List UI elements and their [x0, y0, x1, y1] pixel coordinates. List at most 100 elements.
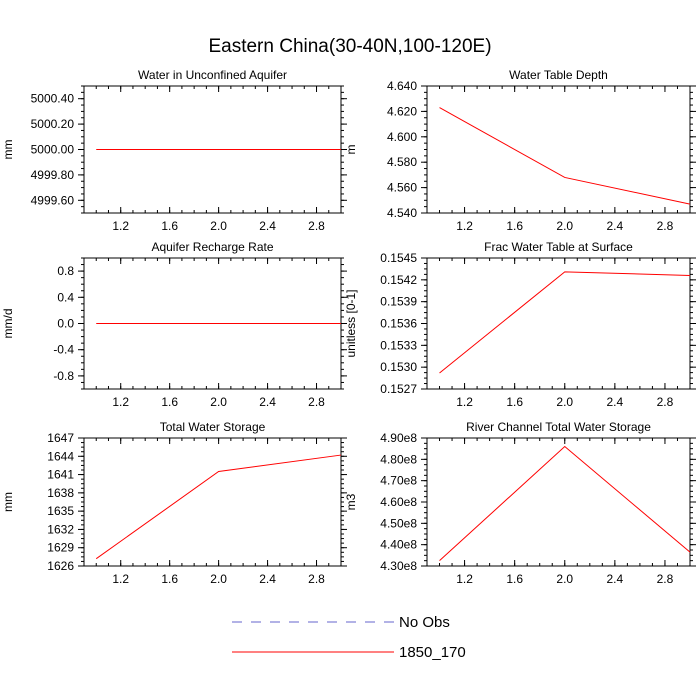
y-axis-label: m3: [344, 493, 358, 510]
panel-aquifer-recharge-rate: Aquifer Recharge Rate mm/d 1.2 1.6 2.0 2.4 2.8…: [1, 240, 347, 409]
y-tick-label: 1629: [47, 541, 74, 555]
x-tick-label: 1.6: [506, 572, 523, 586]
y-tick-label: 0.8: [57, 264, 74, 278]
series-line-1850-170: [95, 454, 342, 560]
x-tick-label: 2.0: [210, 572, 227, 586]
x-tick-label: 2.8: [308, 572, 325, 586]
y-tick-label: 4.620: [387, 104, 417, 118]
x-tick-label: 2.0: [556, 395, 573, 409]
x-tick-label: 2.8: [308, 395, 325, 409]
series-line-1850-170: [439, 271, 691, 374]
y-tick-label: 4.580: [387, 155, 417, 169]
x-tick-label: 2.4: [259, 572, 276, 586]
y-tick-label: 4.80e8: [380, 452, 417, 466]
y-tick-label: 4.560: [387, 181, 417, 195]
y-tick-label: 0.1527: [380, 382, 417, 396]
panels: Water in Unconfined Aquifer mm 1.2 1.6 2.0 2.…: [1, 68, 696, 586]
x-tick-label: 1.6: [161, 395, 178, 409]
x-tick-label: 2.0: [556, 219, 573, 233]
plot-frame: [426, 85, 691, 214]
y-axis-label: unitless [0-1]: [344, 289, 358, 357]
y-tick-label: 1626: [47, 559, 74, 573]
series-line-1850-170: [439, 107, 691, 205]
panel-title: Aquifer Recharge Rate: [151, 240, 273, 254]
y-tick-label: -0.4: [53, 343, 74, 357]
x-tick-label: 1.6: [161, 572, 178, 586]
y-tick-label: 4999.60: [31, 193, 75, 207]
x-tick-label: 1.2: [456, 219, 473, 233]
x-tick-label: 2.8: [657, 219, 674, 233]
panel-title: River Channel Total Water Storage: [466, 420, 651, 434]
x-tick-label: 1.2: [112, 395, 129, 409]
plot-frame: [426, 437, 691, 567]
x-tick-label: 1.2: [456, 395, 473, 409]
y-tick-label: 5000.20: [31, 117, 75, 131]
y-tick-label: 4999.80: [31, 168, 75, 182]
plot-frame: [83, 437, 342, 567]
y-tick-label: 0.4: [57, 290, 74, 304]
x-tick-label: 2.8: [657, 572, 674, 586]
y-axis-label: mm: [1, 492, 15, 512]
x-tick-label: 2.8: [308, 219, 325, 233]
y-tick-label: 4.540: [387, 206, 417, 220]
y-tick-label: 1638: [47, 486, 74, 500]
y-tick-label: 0.1530: [380, 360, 417, 374]
x-tick-label: 1.2: [456, 572, 473, 586]
y-tick-label: 4.40e8: [380, 538, 417, 552]
panel-frac-water-table-at-surface: Frac Water Table at Surface unitless [0-1…: [344, 240, 696, 409]
y-tick-label: -0.8: [53, 369, 74, 383]
y-tick-label: 0.1539: [380, 295, 417, 309]
panel-water-table-depth: Water Table Depth m 1.2 1.6 2.0 2.4 2.8 4.540 4.…: [344, 68, 696, 233]
x-tick-label: 2.4: [259, 219, 276, 233]
y-tick-label: 1641: [47, 468, 74, 482]
y-tick-label: 4.30e8: [380, 559, 417, 573]
y-tick-label: 1635: [47, 504, 74, 518]
legend: No Obs 1850_170: [232, 614, 466, 661]
x-tick-label: 1.6: [161, 219, 178, 233]
x-tick-label: 2.8: [657, 395, 674, 409]
panel-water-in-unconfined-aquifer: Water in Unconfined Aquifer mm 1.2 1.6 2.0 2.…: [1, 68, 347, 233]
y-tick-label: 4.70e8: [380, 474, 417, 488]
y-tick-label: 4.50e8: [380, 516, 417, 530]
series-line-1850-170: [439, 445, 691, 562]
y-tick-label: 0.1542: [380, 273, 417, 287]
y-tick-label: 4.60e8: [380, 495, 417, 509]
legend-label-no-obs: No Obs: [399, 614, 450, 631]
panel-title: Water Table Depth: [509, 68, 608, 82]
panel-total-water-storage: Total Water Storage mm 1.2 1.6 2.0 2.4 2.8 1626…: [1, 420, 347, 586]
panel-title: Total Water Storage: [160, 420, 266, 434]
x-tick-label: 2.4: [607, 219, 624, 233]
legend-label-1850-170: 1850_170: [399, 644, 466, 661]
panel-title: Frac Water Table at Surface: [484, 240, 633, 254]
x-tick-label: 2.4: [607, 572, 624, 586]
y-tick-label: 0.1533: [380, 338, 417, 352]
x-tick-label: 2.4: [607, 395, 624, 409]
y-tick-label: 1647: [47, 431, 74, 445]
y-tick-label: 5000.40: [31, 92, 75, 106]
y-tick-label: 0.1545: [380, 251, 417, 265]
x-tick-label: 1.2: [112, 572, 129, 586]
panel-title: Water in Unconfined Aquifer: [138, 68, 287, 82]
y-tick-label: 1644: [47, 449, 74, 463]
x-tick-label: 1.6: [506, 219, 523, 233]
x-tick-label: 2.0: [210, 219, 227, 233]
y-tick-label: 1632: [47, 522, 74, 536]
plot-frame: [426, 257, 691, 390]
panel-river-channel-total-water-storage: River Channel Total Water Storage m3 1.2 1.…: [344, 420, 696, 586]
y-axis-label: mm/d: [1, 309, 15, 339]
y-tick-label: 0.0: [57, 317, 74, 331]
x-tick-label: 1.6: [506, 395, 523, 409]
x-tick-label: 1.2: [112, 219, 129, 233]
y-tick-label: 5000.00: [31, 143, 75, 157]
y-tick-label: 0.1536: [380, 317, 417, 331]
figure-title: Eastern China(30-40N,100-120E): [208, 36, 491, 57]
y-axis-label: mm: [1, 140, 15, 160]
x-tick-label: 2.0: [556, 572, 573, 586]
x-tick-label: 2.0: [210, 395, 227, 409]
x-tick-label: 2.4: [259, 395, 276, 409]
y-tick-label: 4.640: [387, 79, 417, 93]
y-axis-label: m: [344, 145, 358, 155]
y-tick-label: 4.600: [387, 130, 417, 144]
y-tick-label: 4.90e8: [380, 431, 417, 445]
